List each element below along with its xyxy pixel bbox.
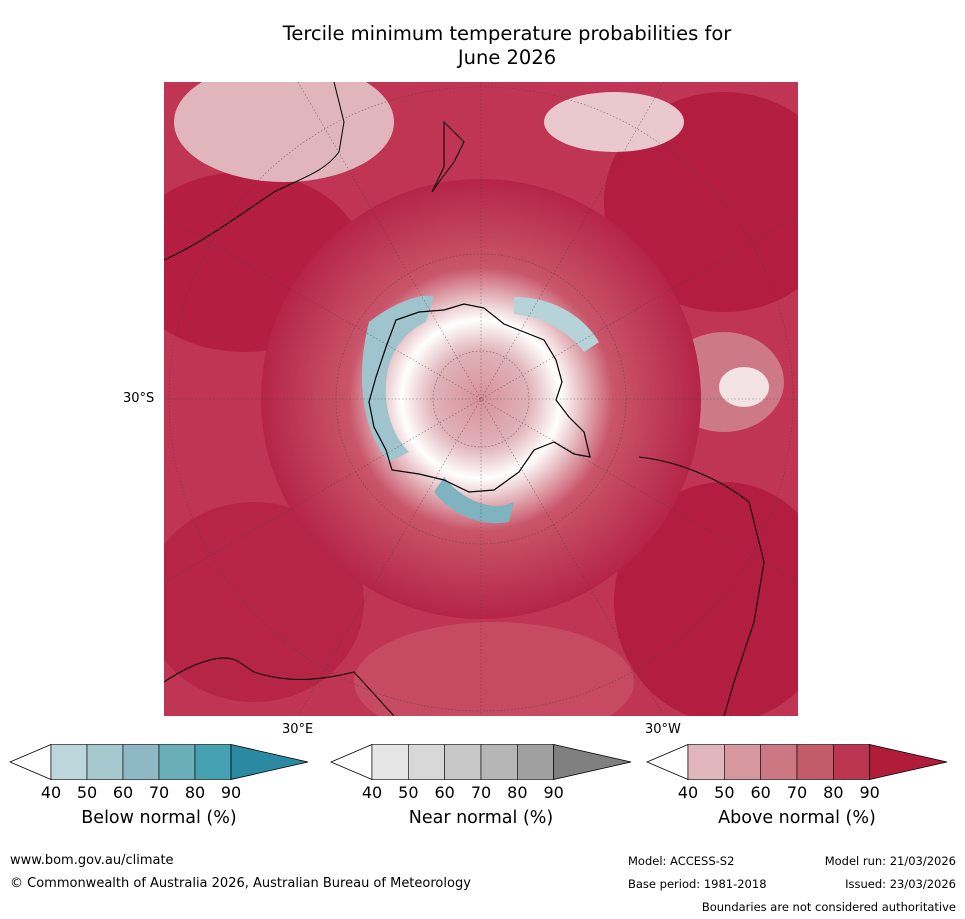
colorbar-tick-label: 40: [361, 783, 383, 802]
colorbar-segment: [833, 744, 870, 780]
below-normal-band: [434, 477, 514, 524]
colorbar-tick-label: 40: [677, 783, 699, 802]
colorbar-near-normal: [330, 744, 632, 780]
colorbar-segment: [371, 744, 409, 780]
colorbar-extend-high: [553, 744, 632, 780]
africa-coastline: [164, 657, 395, 716]
colorbar-extend-high: [869, 744, 948, 780]
graticule: [164, 82, 798, 716]
colorbar-segment: [194, 744, 232, 780]
issued-text: Issued: 23/03/2026: [845, 877, 956, 891]
colorbar-segment: [687, 744, 725, 780]
anomaly-patch: [614, 482, 798, 716]
colorbar-tick-label: 50: [398, 783, 419, 802]
anomaly-patch: [719, 367, 769, 407]
below-normal-band: [514, 297, 599, 352]
copyright-text: © Commonwealth of Australia 2026, Austra…: [10, 876, 471, 891]
base-period-text: Base period: 1981-2018: [628, 877, 767, 891]
colorbar-tick-label: 90: [220, 783, 242, 802]
colorbar-tick-label: 70: [148, 783, 170, 802]
colorbar-segment: [122, 744, 160, 780]
colorbar-below-normal: [9, 744, 309, 780]
longitude-label-east: 30°E: [282, 722, 314, 737]
colorbar-tick-label: 50: [714, 783, 735, 802]
australia-coastline: [164, 82, 345, 261]
colorbar-segment: [517, 744, 554, 780]
colorbar-segment: [86, 744, 124, 780]
colorbar-segment: [724, 744, 761, 780]
colorbar-segment: [408, 744, 445, 780]
colorbar-segment: [796, 744, 834, 780]
title-line-2: June 2026: [457, 46, 557, 69]
polar-ring: [261, 179, 701, 619]
colorbar-above-normal: [646, 744, 948, 780]
colorbar-tick-label: 60: [750, 783, 771, 802]
polar-map: [164, 82, 798, 716]
colorbar-extend-low: [330, 744, 373, 780]
colorbar-tick-label: 60: [112, 783, 134, 802]
colorbar-tick-label: 60: [434, 783, 455, 802]
anomaly-patch: [164, 502, 364, 702]
disclaimer-text: Boundaries are not considered authoritat…: [701, 900, 956, 914]
new-zealand-coastline: [431, 120, 465, 193]
latitude-label: 30°S: [123, 391, 155, 406]
colorbar-tick-label: 70: [786, 783, 808, 802]
colorbar-segment: [760, 744, 798, 780]
antarctica-coastline: [368, 303, 591, 493]
colorbar-tick-label: 90: [543, 783, 564, 802]
map-title: Tercile minimum temperature probabilitie…: [0, 22, 965, 70]
colorbar-segment: [480, 744, 518, 780]
colorbar-tick-label: 70: [470, 783, 492, 802]
longitude-label-west: 30°W: [645, 722, 681, 737]
anomaly-patch: [544, 92, 684, 152]
colorbar-label-below: Below normal (%): [81, 808, 237, 828]
title-line-1: Tercile minimum temperature probabilitie…: [282, 22, 732, 45]
colorbar-segment: [50, 744, 88, 780]
colorbar-label-near: Near normal (%): [408, 808, 554, 828]
colorbar-extend-low: [646, 744, 689, 780]
south-america-coastline: [638, 456, 765, 716]
website-link[interactable]: www.bom.gov.au/climate: [10, 853, 174, 868]
colorbar-tick-label: 80: [507, 783, 528, 802]
colorbar-tick-label: 80: [823, 783, 844, 802]
anomaly-patch: [174, 82, 394, 182]
colorbar-segment: [158, 744, 196, 780]
colorbar-extend-high: [230, 744, 309, 780]
model-run-text: Model run: 21/03/2026: [824, 854, 956, 868]
anomaly-patch: [354, 622, 634, 716]
colorbar-segment: [444, 744, 482, 780]
colorbar-tick-label: 40: [40, 783, 62, 802]
colorbar-tick-label: 80: [184, 783, 206, 802]
colorbar-tick-label: 90: [859, 783, 880, 802]
colorbar-extend-low: [9, 744, 52, 780]
colorbar-tick-label: 50: [76, 783, 98, 802]
colorbar-label-above: Above normal (%): [718, 808, 876, 828]
model-text: Model: ACCESS-S2: [628, 854, 735, 868]
below-normal-band: [361, 295, 434, 462]
